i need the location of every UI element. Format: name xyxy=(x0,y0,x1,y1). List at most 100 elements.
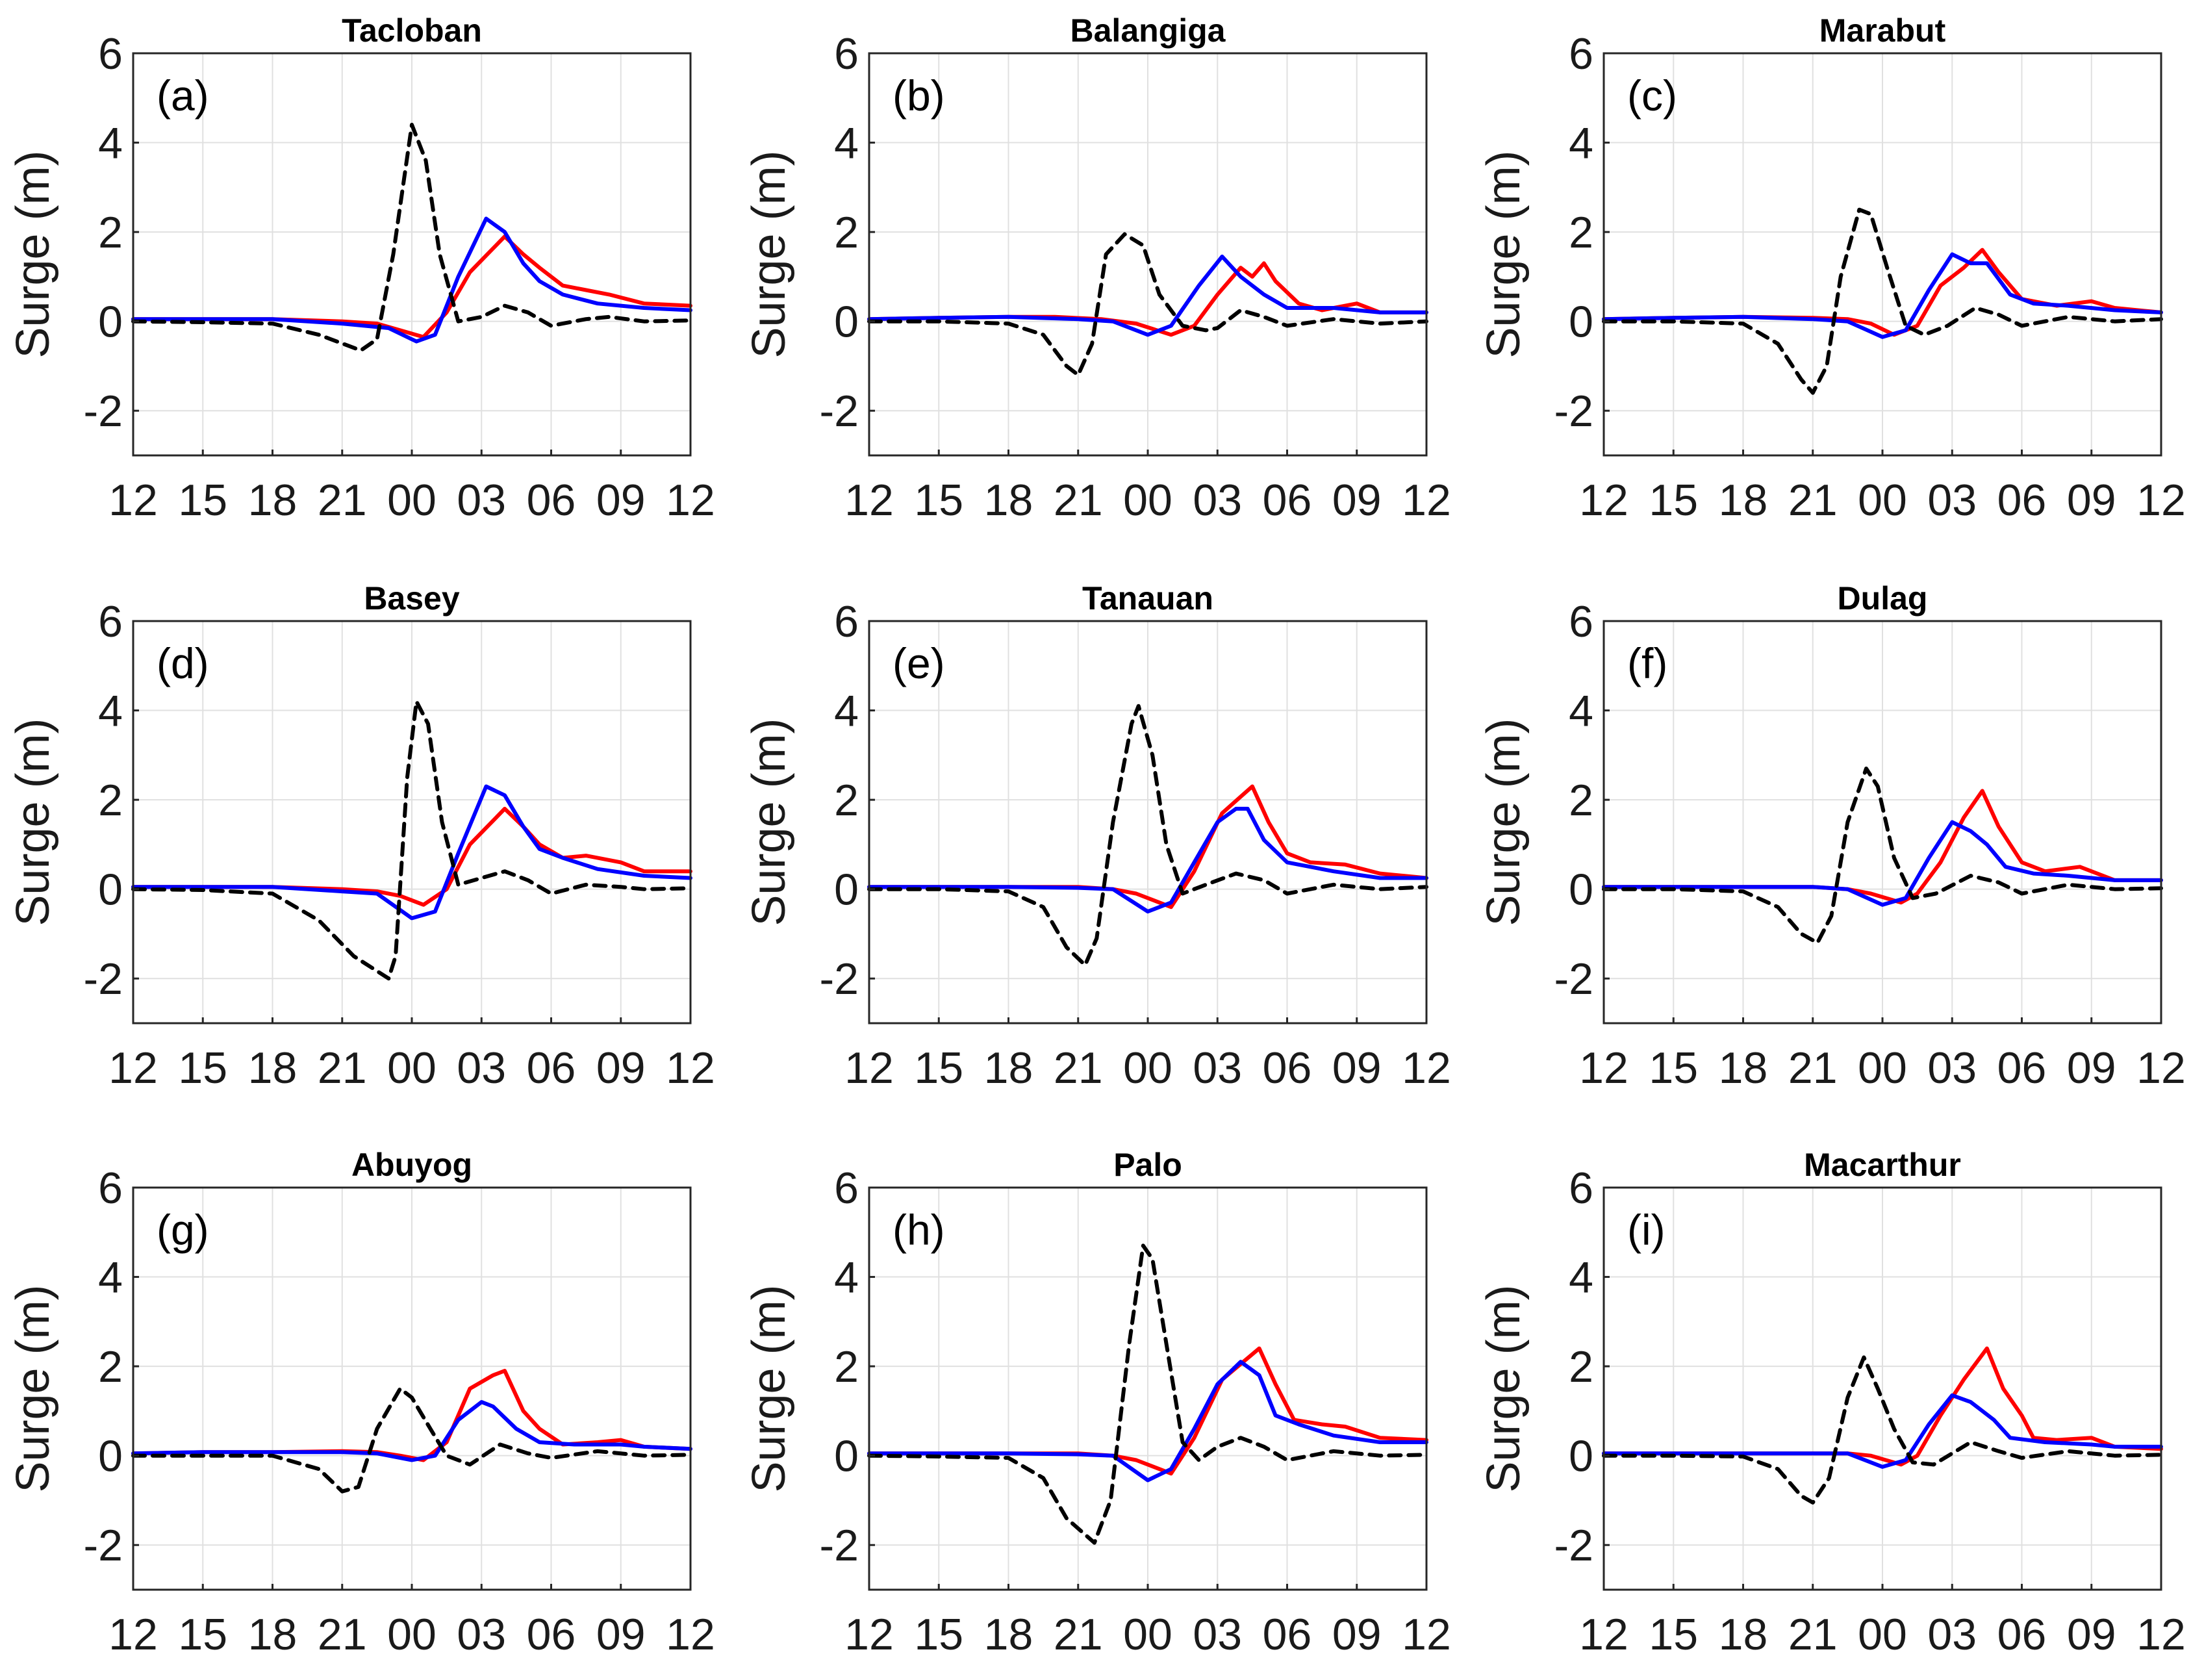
y-tick-label: -2 xyxy=(84,387,123,436)
x-tick-label: 18 xyxy=(984,1043,1033,1093)
y-tick-label: 4 xyxy=(834,687,859,736)
y-tick-label: 6 xyxy=(98,597,123,646)
x-tick-label: 12 xyxy=(844,476,894,525)
y-tick-label: 6 xyxy=(1569,1164,1593,1213)
y-tick-label: 2 xyxy=(98,776,123,825)
x-tick-label: 12 xyxy=(1402,1043,1451,1093)
series-blue-line xyxy=(1602,820,2163,907)
subplot-tacloban: 12 15 18 21 00 03 06 09 12 -2 0 2 4 6 Surge (m) Tacloba… xyxy=(7,12,715,525)
series-blue-line xyxy=(867,1360,1428,1483)
y-axis-label: Surge (m) xyxy=(7,150,59,358)
y-tick-label: -2 xyxy=(1554,954,1593,1004)
series-black-line xyxy=(867,1243,1428,1545)
x-tick-label: 21 xyxy=(318,476,367,525)
y-tick-label: 2 xyxy=(834,208,859,257)
panel-label: (c) xyxy=(1627,71,1677,120)
x-tick-label: 12 xyxy=(2136,1043,2186,1093)
x-tick-label: 12 xyxy=(108,476,158,525)
y-tick-label: 2 xyxy=(98,1342,123,1392)
x-tick-label: 12 xyxy=(1402,476,1451,525)
x-tick-label: 09 xyxy=(2067,1610,2116,1659)
x-tick-label: 00 xyxy=(1123,1043,1172,1093)
x-tick-label: 15 xyxy=(914,1043,963,1093)
series-black-line xyxy=(1602,1355,2163,1505)
x-tick-label: 12 xyxy=(844,1610,894,1659)
x-tick-label: 06 xyxy=(527,1610,576,1659)
x-tick-label: 12 xyxy=(844,1043,894,1093)
series-black-line xyxy=(131,699,692,981)
y-tick-label: 0 xyxy=(1569,1432,1593,1481)
panel-label: (a) xyxy=(157,71,209,120)
y-tick-label: 4 xyxy=(1569,119,1593,168)
x-tick-label: 15 xyxy=(914,476,963,525)
x-tick-label: 03 xyxy=(457,1043,506,1093)
x-tick-label: 03 xyxy=(1193,1043,1242,1093)
x-tick-label: 15 xyxy=(178,476,227,525)
subplot-title: Palo xyxy=(1113,1147,1182,1183)
series-black-line xyxy=(867,232,1428,377)
y-axis-label: Surge (m) xyxy=(7,1284,59,1492)
series-blue-line xyxy=(131,784,692,921)
x-tick-label: 03 xyxy=(1927,1610,1977,1659)
x-tick-label: 18 xyxy=(248,476,298,525)
x-tick-label: 12 xyxy=(108,1610,158,1659)
x-tick-label: 00 xyxy=(1123,476,1172,525)
x-tick-label: 18 xyxy=(984,1610,1033,1659)
y-tick-label: 0 xyxy=(98,298,123,347)
y-tick-label: 6 xyxy=(98,1164,123,1213)
y-tick-label: 0 xyxy=(98,865,123,915)
x-tick-label: 18 xyxy=(984,476,1033,525)
subplot-tanauan: 12 15 18 21 00 03 06 09 12 -2 0 2 4 6 Surge (m) Tanauan… xyxy=(743,580,1451,1093)
x-tick-label: 12 xyxy=(2136,1610,2186,1659)
x-tick-label: 03 xyxy=(457,476,506,525)
y-tick-label: -2 xyxy=(84,1521,123,1570)
y-tick-label: 4 xyxy=(834,1253,859,1303)
panel-label: (f) xyxy=(1627,639,1667,687)
y-tick-label: 0 xyxy=(98,1432,123,1481)
x-tick-label: 09 xyxy=(1332,1610,1382,1659)
subplot-title: Dulag xyxy=(1838,580,1928,617)
subplot-title: Macarthur xyxy=(1804,1147,1961,1183)
x-tick-label: 12 xyxy=(1579,1043,1628,1093)
x-tick-label: 00 xyxy=(387,476,437,525)
x-tick-label: 00 xyxy=(1123,1610,1172,1659)
y-axis-label: Surge (m) xyxy=(743,718,795,926)
y-tick-label: 0 xyxy=(1569,865,1593,915)
subplot-title: Abuyog xyxy=(351,1147,472,1183)
panel-label: (i) xyxy=(1627,1206,1666,1254)
x-tick-label: 00 xyxy=(1858,1043,1907,1093)
x-tick-label: 09 xyxy=(596,476,646,525)
y-tick-label: 0 xyxy=(834,298,859,347)
subplot-abuyog: 12 15 18 21 00 03 06 09 12 -2 0 2 4 6 Surge (m) Abuyog (… xyxy=(7,1147,715,1659)
y-axis-label: Surge (m) xyxy=(1478,1284,1530,1492)
y-tick-label: 6 xyxy=(1569,29,1593,79)
x-tick-label: 18 xyxy=(1719,1043,1768,1093)
subplot-macarthur: 12 15 18 21 00 03 06 09 12 -2 0 2 4 6 Surge (m) Macarth… xyxy=(1478,1147,2186,1659)
x-tick-label: 12 xyxy=(1579,1610,1628,1659)
x-tick-label: 21 xyxy=(1788,1610,1838,1659)
x-tick-label: 12 xyxy=(1579,476,1628,525)
x-tick-label: 06 xyxy=(1997,1610,2047,1659)
y-tick-label: 0 xyxy=(1569,298,1593,347)
x-tick-label: 21 xyxy=(318,1610,367,1659)
subplot-title: Tanauan xyxy=(1082,580,1213,617)
x-tick-label: 12 xyxy=(2136,476,2186,525)
x-tick-label: 21 xyxy=(1054,1610,1103,1659)
y-tick-label: 6 xyxy=(98,29,123,79)
x-tick-label: 03 xyxy=(1927,1043,1977,1093)
subplot-palo: 12 15 18 21 00 03 06 09 12 -2 0 2 4 6 Surge (m) Palo (h) xyxy=(743,1147,1451,1659)
y-tick-label: 2 xyxy=(98,208,123,257)
x-tick-label: 12 xyxy=(666,1610,715,1659)
y-tick-label: -2 xyxy=(84,954,123,1004)
series-black-line xyxy=(867,704,1428,967)
y-tick-label: -2 xyxy=(1554,1521,1593,1570)
x-tick-label: 00 xyxy=(387,1610,437,1659)
y-tick-label: 4 xyxy=(98,119,123,168)
y-tick-label: 0 xyxy=(834,865,859,915)
x-tick-label: 00 xyxy=(387,1043,437,1093)
x-tick-label: 09 xyxy=(2067,476,2116,525)
x-tick-label: 03 xyxy=(1927,476,1977,525)
series-black-line xyxy=(1602,207,2163,395)
y-tick-label: 2 xyxy=(834,776,859,825)
x-tick-label: 15 xyxy=(1649,476,1698,525)
